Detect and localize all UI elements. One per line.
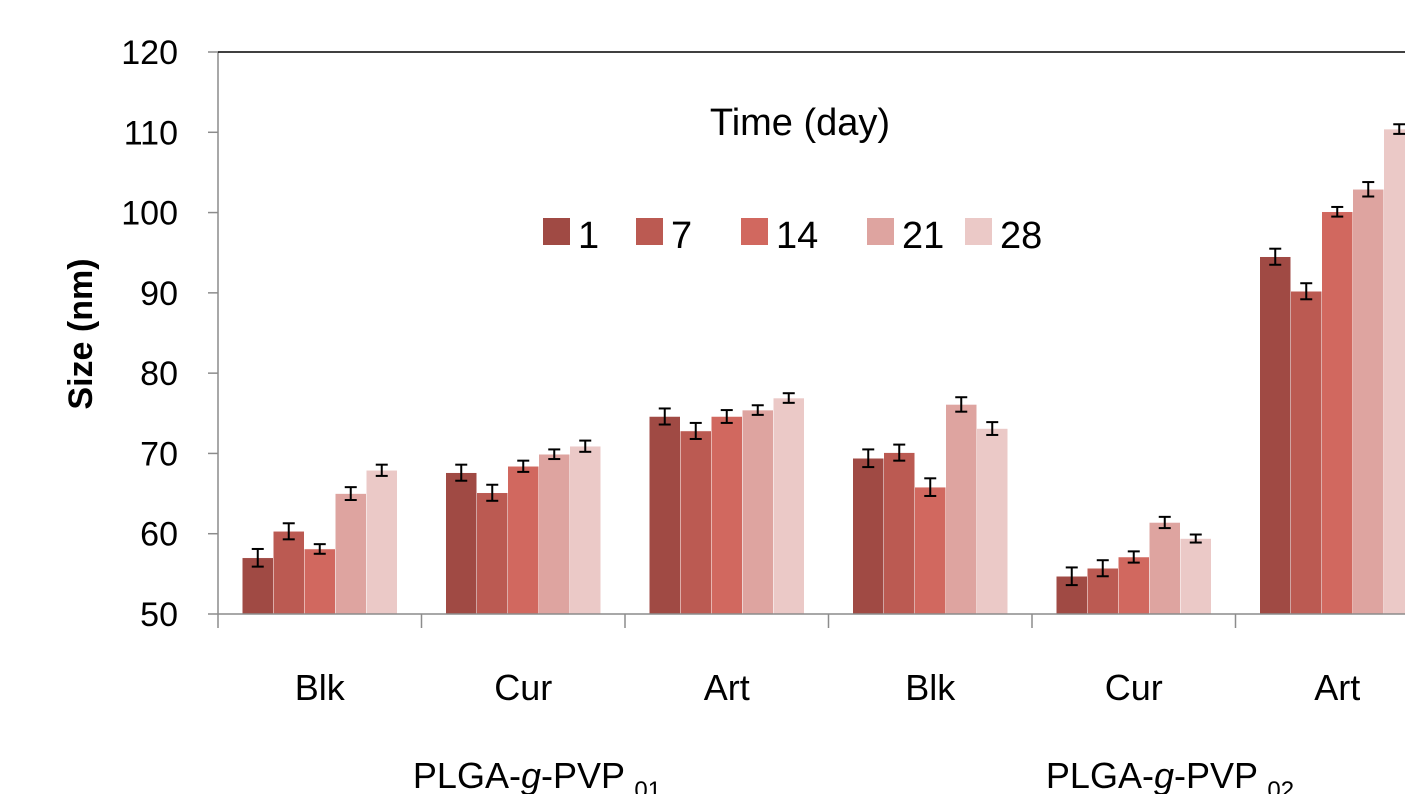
bar-14-blk-3 [914, 486, 946, 615]
y-tick-labels: 50 60 70 80 90 100 110 120 [121, 34, 178, 634]
bar-1-art-5 [1259, 256, 1291, 615]
bar-28-cur-1 [569, 445, 601, 615]
bar-21-cur-1 [538, 453, 570, 615]
error-bar-28-4 [1189, 533, 1202, 544]
bar-7-art-5 [1290, 291, 1322, 615]
category-labels: Blk Cur Art Blk Cur Art [295, 667, 1361, 708]
error-bar-14-5 [1331, 205, 1344, 218]
legend-label-21: 21 [902, 215, 944, 257]
category-label-blk-3: Blk [905, 667, 956, 708]
legend-swatch-14 [741, 218, 768, 245]
error-bar-28-5 [1393, 123, 1405, 135]
legend-swatch-21 [867, 218, 894, 245]
y-axis-label: Size (nm) [62, 258, 100, 409]
category-label-art-2: Art [704, 667, 750, 708]
error-bar-7-2 [689, 421, 702, 440]
error-bar-1-4 [1065, 566, 1078, 587]
error-bar-7-1 [486, 483, 499, 502]
error-bar-21-3 [955, 396, 968, 413]
error-bar-28-0 [375, 463, 388, 477]
error-bar-21-4 [1158, 515, 1171, 530]
error-bar-1-0 [251, 547, 264, 568]
bar-21-blk-3 [945, 404, 977, 615]
y-tick-label-70: 70 [140, 435, 178, 473]
bar-1-art-2 [649, 416, 681, 615]
error-bar-21-5 [1362, 181, 1375, 198]
legend-item-21: 21 [867, 215, 944, 257]
category-label-blk-0: Blk [295, 667, 346, 708]
error-bar-7-0 [282, 522, 295, 541]
bar-14-cur-4 [1118, 556, 1150, 615]
y-tick-label-80: 80 [140, 355, 178, 393]
axes-layer [208, 51, 1405, 628]
error-bar-1-3 [862, 448, 875, 469]
legend-label-28: 28 [1000, 215, 1042, 257]
legend-label-1: 1 [578, 215, 599, 257]
bar-28-blk-0 [366, 470, 398, 615]
error-bar-7-3 [893, 443, 906, 462]
legend: 1 7 14 21 28 [543, 215, 1042, 257]
group-label-1: PLGA-g-PVP 02 [1046, 755, 1294, 794]
error-bar-14-4 [1127, 550, 1140, 564]
bar-28-art-2 [773, 397, 805, 615]
bar-21-art-2 [742, 409, 774, 615]
y-tick-label-50: 50 [140, 596, 178, 634]
bar-21-art-5 [1352, 189, 1384, 615]
bar-7-art-2 [680, 430, 712, 615]
legend-item-28: 28 [965, 215, 1042, 257]
error-bar-1-2 [658, 407, 671, 426]
error-bar-14-3 [924, 477, 937, 497]
bars-layer [242, 123, 1405, 615]
legend-swatch-1 [543, 218, 570, 245]
error-bar-14-1 [517, 459, 530, 473]
bar-28-cur-4 [1180, 538, 1212, 615]
bar-7-cur-1 [476, 492, 508, 615]
legend-item-14: 14 [741, 215, 818, 257]
legend-swatch-28 [965, 218, 992, 245]
legend-label-7: 7 [671, 215, 692, 257]
bar-1-cur-1 [445, 472, 477, 615]
error-bar-7-4 [1096, 559, 1109, 578]
bar-14-art-2 [711, 416, 743, 615]
bar-7-blk-0 [273, 531, 305, 615]
y-tick-label-100: 100 [121, 195, 178, 233]
bar-14-cur-1 [507, 466, 539, 615]
group-labels: PLGA-g-PVP 01 PLGA-g-PVP 02 [413, 755, 1294, 794]
error-bar-21-1 [548, 448, 561, 461]
y-tick-label-120: 120 [121, 34, 178, 72]
category-label-cur-4: Cur [1105, 667, 1163, 708]
y-tick-label-60: 60 [140, 516, 178, 554]
error-bar-21-0 [344, 486, 357, 501]
legend-title: Time (day) [710, 102, 890, 144]
bar-1-blk-3 [852, 457, 884, 615]
legend-swatch-7 [636, 218, 663, 245]
error-bar-14-2 [720, 409, 733, 424]
error-bar-1-5 [1269, 247, 1282, 266]
bar-14-blk-0 [304, 548, 336, 615]
bar-14-art-5 [1321, 211, 1353, 615]
legend-label-14: 14 [776, 215, 818, 257]
error-bar-28-3 [986, 421, 999, 436]
error-bar-14-0 [313, 543, 326, 555]
bar-28-blk-3 [976, 428, 1008, 615]
bar-28-art-5 [1383, 128, 1405, 615]
error-bar-21-2 [751, 404, 764, 416]
category-label-cur-1: Cur [494, 667, 552, 708]
bar-21-blk-0 [335, 493, 367, 615]
bar-7-blk-3 [883, 452, 915, 615]
legend-item-1: 1 [543, 215, 599, 257]
error-bar-7-5 [1300, 282, 1313, 301]
category-label-art-5: Art [1314, 667, 1360, 708]
y-tick-label-90: 90 [140, 275, 178, 313]
legend-item-7: 7 [636, 215, 692, 257]
y-tick-label-110: 110 [124, 114, 178, 152]
error-bar-28-1 [579, 439, 592, 453]
group-label-0: PLGA-g-PVP 01 [413, 755, 661, 794]
error-bar-28-2 [782, 392, 795, 404]
bar-21-cur-4 [1149, 522, 1181, 615]
error-bar-1-1 [455, 463, 468, 482]
